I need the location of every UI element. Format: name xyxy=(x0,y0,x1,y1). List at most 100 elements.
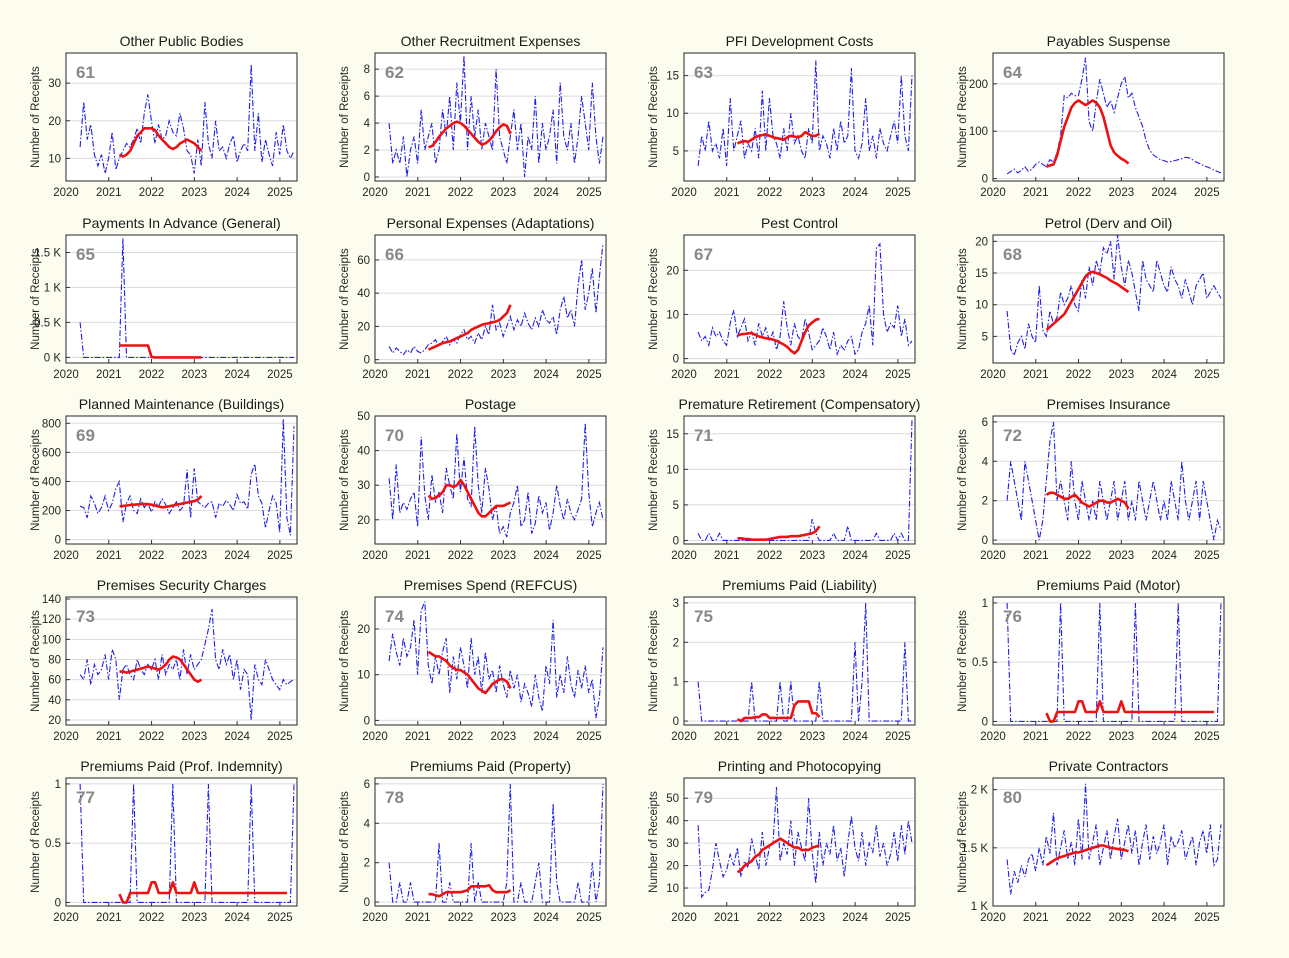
y-tick-label: 6 xyxy=(364,779,370,791)
chart-title: Premises Insurance xyxy=(1047,396,1171,412)
y-axis-label: Number of Receipts xyxy=(957,610,969,712)
trend-line xyxy=(736,700,821,723)
y-tick-label: 1.5 K xyxy=(961,843,988,855)
trend-line xyxy=(118,880,287,904)
x-tick-label: 2024 xyxy=(533,187,559,199)
x-tick-label: 2025 xyxy=(885,550,911,562)
panel-number: 79 xyxy=(694,788,713,807)
y-tick-label: 15 xyxy=(666,429,679,441)
trend-line xyxy=(119,655,203,684)
y-tick-label: 60 xyxy=(357,255,370,267)
x-tick-label: 2021 xyxy=(405,369,431,381)
chart-title: Pest Control xyxy=(761,215,838,231)
x-tick-label: 2021 xyxy=(405,550,431,562)
y-tick-label: 200 xyxy=(969,79,988,91)
x-tick-label: 2025 xyxy=(1194,550,1220,562)
y-tick-label: 2 xyxy=(982,496,988,508)
y-tick-label: 100 xyxy=(42,634,61,646)
x-tick-label: 2024 xyxy=(842,731,868,743)
x-tick-label: 2020 xyxy=(671,912,697,924)
chart-title: Premiums Paid (Prof. Indemnity) xyxy=(80,758,282,774)
plot-area xyxy=(993,235,1224,363)
panel-number: 80 xyxy=(1003,788,1022,807)
raw-series-line xyxy=(388,243,604,356)
y-tick-label: 0 xyxy=(673,535,679,547)
x-tick-label: 2024 xyxy=(1151,187,1177,199)
panel-number: 67 xyxy=(694,245,713,264)
chart-title: Other Public Bodies xyxy=(120,33,244,49)
y-axis-label: Number of Receipts xyxy=(648,610,660,712)
x-tick-label: 2025 xyxy=(267,369,293,381)
raw-series-line xyxy=(697,419,913,542)
x-tick-label: 2020 xyxy=(980,187,1006,199)
y-axis-label: Number of Receipts xyxy=(957,248,969,350)
x-tick-label: 2022 xyxy=(1066,369,1092,381)
x-tick-label: 2025 xyxy=(1194,731,1220,743)
x-tick-label: 2021 xyxy=(405,912,431,924)
panel-number: 77 xyxy=(76,788,95,807)
panel-number: 65 xyxy=(76,245,95,264)
axes-frame xyxy=(683,52,916,182)
x-tick-label: 2023 xyxy=(182,187,208,199)
x-tick-label: 2021 xyxy=(714,731,740,743)
chart-title: Postage xyxy=(465,396,517,412)
x-tick-label: 2025 xyxy=(267,912,293,924)
y-tick-label: 0 xyxy=(673,354,679,366)
x-tick-label: 2025 xyxy=(267,731,293,743)
chart-panel-77: 0 0.5 1 2020 2021 2022 2023 2024 2025 Premiums Pa… xyxy=(30,758,298,924)
trend-line xyxy=(737,317,820,355)
y-tick-label: 2 xyxy=(364,145,370,157)
x-tick-label: 2023 xyxy=(1109,912,1135,924)
y-tick-label: 200 xyxy=(42,506,61,518)
x-tick-label: 2022 xyxy=(139,731,165,743)
x-tick-label: 2020 xyxy=(980,912,1006,924)
x-tick-label: 2023 xyxy=(1109,731,1135,743)
chart-panel-63: 5 10 15 2020 2021 2022 2023 2024 2025 PFI Develop… xyxy=(648,33,916,199)
y-tick-label: 2 xyxy=(364,858,370,870)
panel-number: 63 xyxy=(694,63,713,82)
trend-line xyxy=(1045,491,1130,510)
x-tick-label: 2025 xyxy=(576,912,602,924)
chart-title: Planned Maintenance (Buildings) xyxy=(79,396,284,412)
x-tick-label: 2020 xyxy=(53,731,79,743)
axes-frame xyxy=(374,52,607,182)
trend-line xyxy=(737,525,821,542)
y-tick-label: 100 xyxy=(969,126,988,138)
x-tick-label: 2020 xyxy=(671,550,697,562)
chart-panel-64: 0 100 200 2020 2021 2022 2023 2024 2025 Payables … xyxy=(957,33,1225,199)
x-tick-label: 2022 xyxy=(448,912,474,924)
x-tick-label: 2024 xyxy=(1151,731,1177,743)
x-tick-label: 2021 xyxy=(96,912,122,924)
x-tick-label: 2022 xyxy=(139,550,165,562)
x-tick-label: 2022 xyxy=(1066,187,1092,199)
panel-number: 72 xyxy=(1003,426,1022,445)
trend-line xyxy=(119,495,203,509)
axes-frame xyxy=(65,415,298,545)
y-axis-label: Number of Receipts xyxy=(339,610,351,712)
x-tick-label: 2023 xyxy=(182,369,208,381)
x-tick-label: 2023 xyxy=(1109,550,1135,562)
axes-frame xyxy=(683,415,916,545)
chart-panel-61: 10 20 30 2020 2021 2022 2023 2024 2025 Other Publ… xyxy=(30,33,298,199)
x-tick-label: 2025 xyxy=(1194,187,1220,199)
trend-line xyxy=(1045,699,1214,723)
x-tick-label: 2023 xyxy=(1109,187,1135,199)
trend-line xyxy=(1046,99,1130,169)
plot-area xyxy=(684,53,915,181)
y-axis-label: Number of Receipts xyxy=(30,429,42,531)
chart-panel-71: 0 5 10 15 2020 2021 2022 2023 2024 2025 Premature … xyxy=(648,396,920,562)
x-tick-label: 2025 xyxy=(1194,912,1220,924)
trend-line xyxy=(427,304,512,351)
trend-line xyxy=(736,837,820,874)
x-tick-label: 2020 xyxy=(980,369,1006,381)
x-tick-label: 2021 xyxy=(1023,731,1049,743)
y-axis-label: Number of Receipts xyxy=(957,429,969,531)
x-tick-label: 2024 xyxy=(842,550,868,562)
x-tick-label: 2022 xyxy=(757,550,783,562)
x-tick-label: 2023 xyxy=(182,550,208,562)
chart-panel-75: 0 1 2 3 2020 2021 2022 2023 2024 2025 Premiums Pai… xyxy=(648,577,916,743)
y-tick-label: 40 xyxy=(357,446,370,458)
chart-panel-69: 0 200 400 600 800 2020 2021 2022 2023 2024 2025 Pla… xyxy=(30,396,298,562)
raw-series-line xyxy=(79,609,295,721)
